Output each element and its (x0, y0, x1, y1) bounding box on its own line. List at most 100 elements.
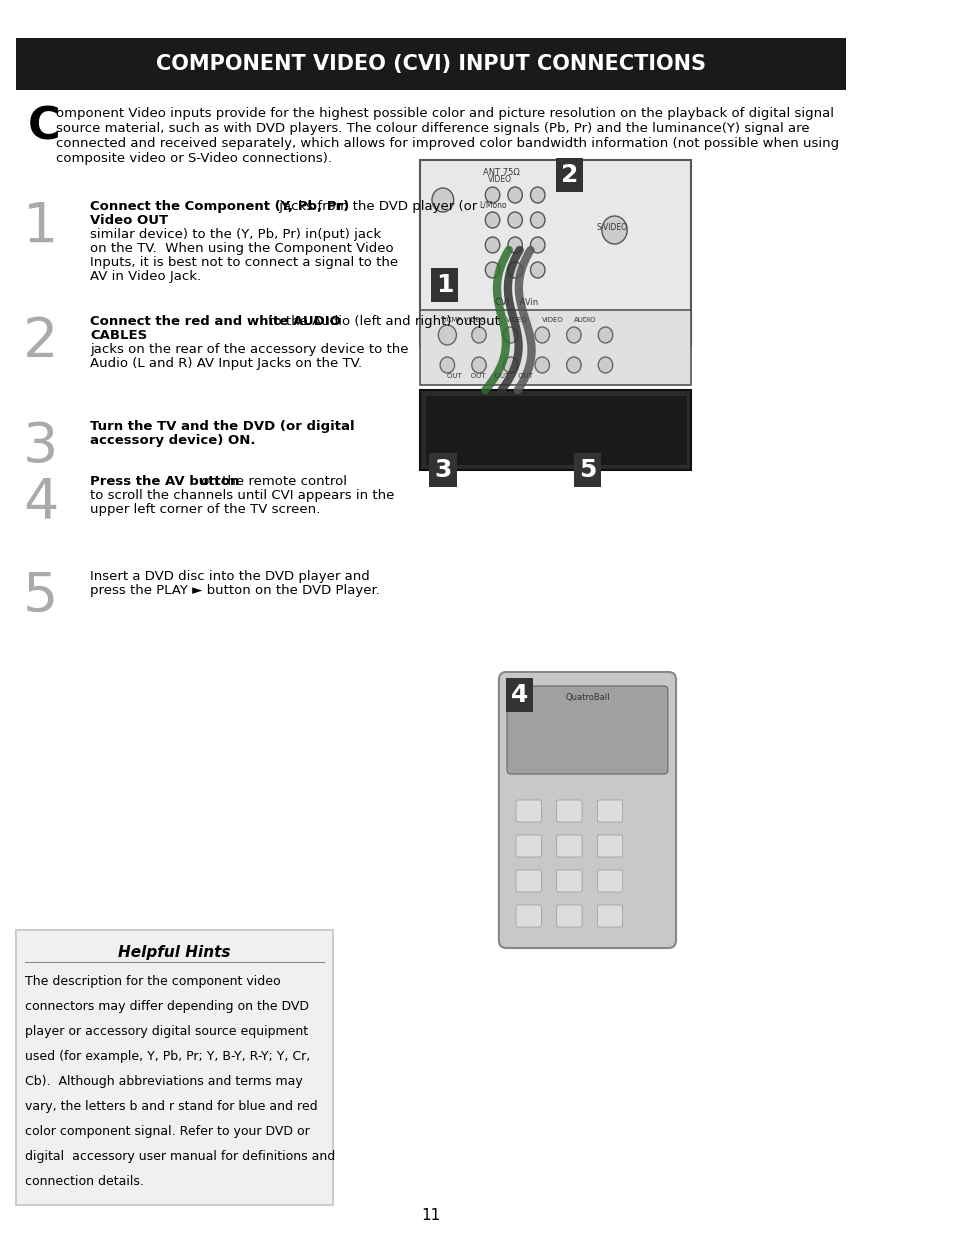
Circle shape (507, 237, 522, 253)
Circle shape (485, 212, 499, 228)
Text: Cb).  Although abbreviations and terms may: Cb). Although abbreviations and terms ma… (26, 1074, 303, 1088)
FancyBboxPatch shape (557, 800, 581, 823)
Circle shape (507, 262, 522, 278)
Text: used (for example, Y, Pb, Pr; Y, B-Y, R-Y; Y, Cr,: used (for example, Y, Pb, Pr; Y, B-Y, R-… (26, 1050, 311, 1063)
Text: L/Mono: L/Mono (478, 200, 506, 209)
Text: connectors may differ depending on the DVD: connectors may differ depending on the D… (26, 1000, 309, 1013)
Circle shape (485, 237, 499, 253)
Text: AUDIO: AUDIO (574, 317, 596, 324)
Circle shape (530, 262, 544, 278)
Text: QuatroBall: QuatroBall (564, 693, 609, 701)
Text: Audio (L and R) AV Input Jacks on the TV.: Audio (L and R) AV Input Jacks on the TV… (91, 357, 362, 370)
FancyBboxPatch shape (516, 800, 540, 823)
Text: to scroll the channels until CVI appears in the: to scroll the channels until CVI appears… (91, 489, 395, 501)
Bar (420, 390, 691, 471)
Text: OUT    OUT    OUT    OUT: OUT OUT OUT OUT (447, 373, 533, 379)
Text: on the TV.  When using the Component Video: on the TV. When using the Component Vide… (91, 242, 394, 254)
Circle shape (530, 212, 544, 228)
Text: Video OUT: Video OUT (91, 214, 169, 227)
Text: S-VIDEO: S-VIDEO (596, 224, 627, 232)
Text: press the PLAY ► button on the DVD Player.: press the PLAY ► button on the DVD Playe… (91, 584, 380, 597)
Text: 3: 3 (23, 420, 58, 474)
Text: player or accessory digital source equipment: player or accessory digital source equip… (26, 1025, 308, 1037)
Bar (420, 161, 691, 345)
Circle shape (437, 325, 456, 345)
Text: Inputs, it is best not to connect a signal to the: Inputs, it is best not to connect a sign… (91, 256, 398, 269)
Text: jacks from the DVD player (or: jacks from the DVD player (or (275, 200, 477, 212)
FancyBboxPatch shape (498, 672, 676, 948)
Text: 11: 11 (421, 1208, 440, 1223)
Circle shape (485, 186, 499, 203)
Text: Connect the red and white AUDIO: Connect the red and white AUDIO (91, 315, 341, 329)
Text: upper left corner of the TV screen.: upper left corner of the TV screen. (91, 503, 320, 516)
Text: CVI    AVin: CVI AVin (495, 298, 537, 308)
Circle shape (472, 357, 486, 373)
Circle shape (503, 357, 517, 373)
Bar (424, 395, 686, 466)
Circle shape (601, 216, 626, 245)
FancyBboxPatch shape (597, 869, 622, 892)
FancyBboxPatch shape (557, 869, 581, 892)
Text: Insert a DVD disc into the DVD player and: Insert a DVD disc into the DVD player an… (91, 571, 370, 583)
Text: AV in Video Jack.: AV in Video Jack. (91, 270, 201, 283)
Text: VIDEO: VIDEO (506, 317, 527, 324)
Circle shape (432, 188, 454, 212)
Text: VIDEO: VIDEO (488, 175, 512, 184)
Text: color component signal. Refer to your DVD or: color component signal. Refer to your DV… (26, 1125, 310, 1137)
Circle shape (566, 327, 580, 343)
FancyBboxPatch shape (597, 800, 622, 823)
Text: 1: 1 (436, 273, 453, 296)
Text: on the remote control: on the remote control (196, 475, 347, 488)
FancyBboxPatch shape (557, 835, 581, 857)
Text: digital  accessory user manual for definitions and: digital accessory user manual for defini… (26, 1150, 335, 1163)
FancyBboxPatch shape (516, 869, 540, 892)
Text: Helpful Hints: Helpful Hints (118, 945, 231, 960)
Text: 3: 3 (434, 458, 451, 482)
Bar (16, 930, 333, 1205)
Text: Y/CMP VIDEO: Y/CMP VIDEO (439, 317, 485, 324)
Circle shape (507, 212, 522, 228)
Text: C: C (28, 105, 61, 148)
Circle shape (507, 186, 522, 203)
Text: Connect the Component (Y, Pb, Pr): Connect the Component (Y, Pb, Pr) (91, 200, 349, 212)
Circle shape (439, 357, 455, 373)
FancyBboxPatch shape (597, 835, 622, 857)
Text: 1: 1 (23, 200, 58, 254)
Text: Turn the TV and the DVD (or digital: Turn the TV and the DVD (or digital (91, 420, 355, 433)
Circle shape (535, 357, 549, 373)
FancyBboxPatch shape (557, 905, 581, 927)
Text: 5: 5 (23, 571, 58, 624)
Text: VIDEO: VIDEO (541, 317, 563, 324)
Circle shape (566, 357, 580, 373)
FancyBboxPatch shape (16, 38, 845, 90)
Text: vary, the letters b and r stand for blue and red: vary, the letters b and r stand for blue… (26, 1100, 317, 1113)
Circle shape (472, 327, 486, 343)
Text: 4: 4 (511, 683, 528, 706)
Text: 2: 2 (560, 163, 578, 186)
Text: accessory device) ON.: accessory device) ON. (91, 433, 255, 447)
Bar (420, 310, 691, 385)
Text: 2: 2 (23, 315, 58, 369)
Text: omponent Video inputs provide for the highest possible color and picture resolut: omponent Video inputs provide for the hi… (56, 107, 839, 165)
Circle shape (503, 327, 517, 343)
Text: 5: 5 (578, 458, 596, 482)
Text: 4: 4 (23, 475, 58, 529)
Text: CABLES: CABLES (91, 329, 148, 342)
Text: ANT 75Ω: ANT 75Ω (483, 168, 519, 177)
Text: connection details.: connection details. (26, 1174, 144, 1188)
Circle shape (485, 262, 499, 278)
FancyBboxPatch shape (516, 905, 540, 927)
Circle shape (598, 357, 612, 373)
FancyBboxPatch shape (506, 685, 667, 774)
FancyBboxPatch shape (597, 905, 622, 927)
Circle shape (530, 186, 544, 203)
Text: jacks on the rear of the accessory device to the: jacks on the rear of the accessory devic… (91, 343, 409, 356)
Circle shape (530, 237, 544, 253)
Text: Press the AV button: Press the AV button (91, 475, 239, 488)
Text: to the Audio (left and right) output: to the Audio (left and right) output (264, 315, 499, 329)
Text: The description for the component video: The description for the component video (26, 974, 280, 988)
Text: COMPONENT VIDEO (CVI) INPUT CONNECTIONS: COMPONENT VIDEO (CVI) INPUT CONNECTIONS (156, 54, 705, 74)
Circle shape (598, 327, 612, 343)
Text: similar device) to the (Y, Pb, Pr) in(put) jack: similar device) to the (Y, Pb, Pr) in(pu… (91, 228, 381, 241)
FancyBboxPatch shape (516, 835, 540, 857)
